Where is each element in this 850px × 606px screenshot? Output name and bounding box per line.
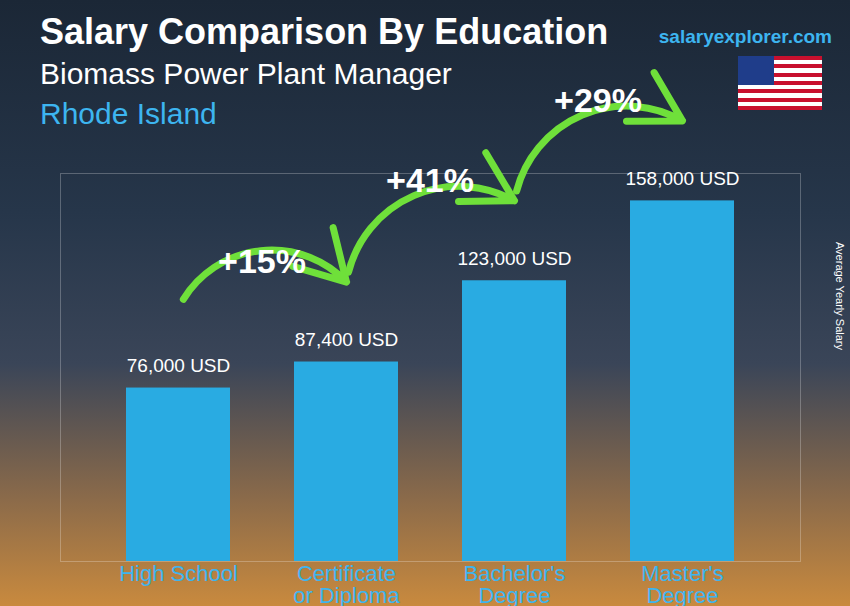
svg-text:158,000 USD: 158,000 USD xyxy=(625,168,739,189)
svg-text:87,400 USD: 87,400 USD xyxy=(295,329,399,350)
svg-text:+29%: +29% xyxy=(554,81,642,119)
html-text:Salary Comparison By Education: Salary Comparison By Education xyxy=(40,11,609,52)
svg-text:123,000 USD: 123,000 USD xyxy=(457,248,571,269)
svg-text:+15%: +15% xyxy=(218,242,306,280)
html-text:Rhode Island: Rhode Island xyxy=(40,97,217,130)
svg-text:Bachelor'sDegree: Bachelor'sDegree xyxy=(463,561,565,606)
svg-text:High School: High School xyxy=(119,561,238,586)
svg-text:76,000 USD: 76,000 USD xyxy=(127,355,231,376)
svg-text:Certificateor Diploma: Certificateor Diploma xyxy=(293,561,400,606)
html-text:Average Yearly Salary: Average Yearly Salary xyxy=(834,242,846,350)
svg-text:Master'sDegree: Master'sDegree xyxy=(641,561,723,606)
svg-text:+41%: +41% xyxy=(386,161,474,199)
html-text:salaryexplorer.com: salaryexplorer.com xyxy=(658,26,832,47)
html-text:Biomass Power Plant Manager: Biomass Power Plant Manager xyxy=(40,57,452,90)
